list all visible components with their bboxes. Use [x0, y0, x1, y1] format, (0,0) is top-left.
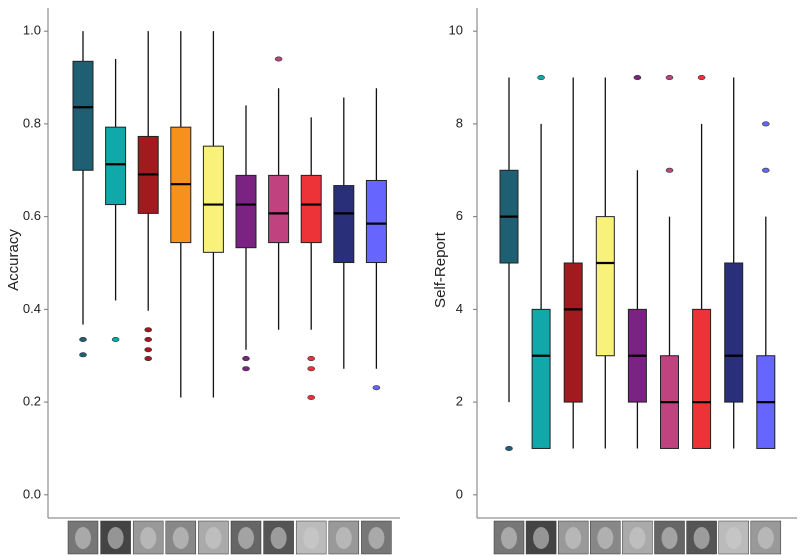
- box: [72, 60, 94, 171]
- thumbnail-object: [238, 527, 254, 549]
- outlier: [111, 336, 120, 342]
- thumbnail-object: [75, 527, 91, 549]
- outlier: [144, 327, 152, 333]
- thumbnail-object: [661, 527, 678, 549]
- thumbnail-object: [725, 527, 742, 549]
- thumbnail-object: [270, 527, 287, 549]
- outlier: [79, 352, 87, 358]
- box: [202, 145, 224, 253]
- outlier: [79, 336, 87, 342]
- thumbnail-object: [303, 527, 320, 549]
- box: [692, 308, 712, 449]
- outlier: [144, 356, 152, 362]
- y-tick-label: 2: [456, 394, 463, 409]
- thumbnail-object: [172, 527, 189, 549]
- thumbnail-object: [629, 527, 646, 549]
- outlier: [274, 56, 283, 62]
- box: [365, 179, 387, 264]
- outlier: [144, 336, 152, 342]
- y-tick-label: 0.6: [23, 208, 41, 223]
- outlier: [697, 75, 706, 81]
- outlier: [372, 385, 381, 391]
- box: [300, 174, 322, 244]
- outlier: [307, 394, 316, 400]
- outlier: [665, 75, 674, 81]
- box: [595, 216, 615, 357]
- y-tick-label: 10: [449, 23, 463, 38]
- thumbnail-object: [335, 527, 352, 549]
- thumbnail-object: [597, 527, 614, 549]
- outlier: [633, 75, 642, 81]
- outlier: [307, 356, 316, 362]
- box: [531, 308, 551, 449]
- box: [105, 126, 127, 206]
- outlier: [761, 121, 770, 127]
- outlier: [761, 167, 770, 173]
- outlier: [505, 445, 513, 451]
- outlier: [537, 75, 545, 81]
- y-tick-label: 0: [456, 486, 463, 501]
- y-axis-label: Self-Report: [432, 231, 449, 308]
- box: [333, 185, 355, 264]
- outlier: [665, 167, 674, 173]
- y-tick-label: 8: [456, 115, 463, 130]
- thumbnail-object: [565, 527, 582, 549]
- thumbnail-object: [368, 527, 385, 549]
- box: [268, 174, 290, 244]
- outlier: [144, 347, 152, 353]
- thumbnail-object: [107, 527, 124, 549]
- y-tick-label: 0.2: [23, 394, 41, 409]
- outlier: [242, 366, 250, 372]
- thumbnail-object: [140, 527, 157, 549]
- y-tick-label: 0.4: [23, 301, 41, 316]
- y-tick-label: 6: [456, 208, 463, 223]
- thumbnail-object: [205, 527, 222, 549]
- thumbnail-object: [693, 527, 710, 549]
- thumbnail-object: [501, 527, 517, 549]
- thumbnail-object: [533, 527, 550, 549]
- y-tick-label: 1.0: [23, 23, 41, 38]
- y-axis-label: Accuracy: [5, 229, 22, 291]
- outlier: [307, 366, 316, 372]
- thumbnail-object: [757, 527, 774, 549]
- y-tick-label: 0.0: [23, 486, 41, 501]
- box: [235, 174, 257, 249]
- y-tick-label: 4: [456, 301, 463, 316]
- outlier: [242, 356, 250, 362]
- box: [724, 262, 744, 403]
- y-tick-label: 0.8: [23, 115, 41, 130]
- box: [563, 262, 583, 403]
